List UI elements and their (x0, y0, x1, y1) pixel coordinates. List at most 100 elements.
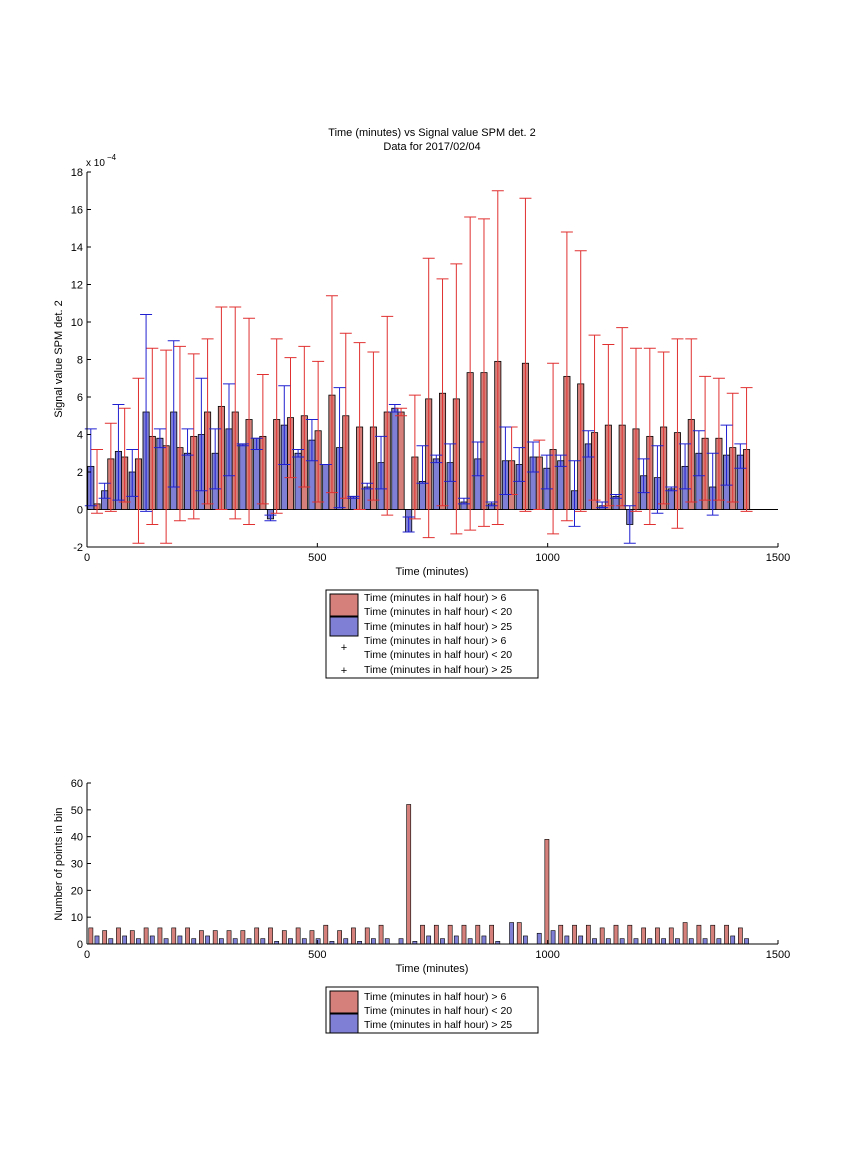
count-bar-blue (647, 938, 653, 945)
error-bar-blue (223, 383, 236, 477)
count-bar-blue (675, 938, 680, 945)
error-bar-red (395, 407, 408, 417)
bar-blue (391, 407, 399, 510)
bottom-chart-axes: 0 500 1000 1500 0 10 20 30 40 50 60 (71, 778, 790, 961)
count-bar-red (558, 924, 564, 945)
count-bar-red (143, 927, 149, 945)
bottom-legend-label-blue: Time (minutes in half hour) > 25 (364, 1019, 512, 1031)
y-tick-label: 50 (71, 805, 83, 817)
count-bar-blue (246, 938, 252, 945)
count-bar-red (116, 927, 121, 945)
legend-swatch-red (329, 593, 359, 617)
error-bar-red (477, 218, 490, 527)
count-bar-red (171, 927, 177, 945)
count-bar-blue (661, 938, 666, 945)
error-bar-red (436, 278, 449, 507)
count-bar-blue (163, 938, 169, 945)
error-bar-red (353, 342, 366, 510)
count-bar-blue (301, 938, 307, 945)
error-bar-red (740, 387, 753, 512)
count-bar-red (585, 924, 591, 945)
count-bar-blue (426, 935, 432, 945)
error-bar-blue (278, 385, 291, 465)
top-chart-plot (84, 190, 778, 544)
error-bar-blue (126, 449, 139, 497)
count-bar-blue (260, 938, 266, 945)
y-tick-label: 6 (77, 392, 83, 404)
x-tick-label: 500 (308, 552, 326, 564)
count-bar-blue (191, 938, 197, 945)
error-bar-blue (430, 454, 443, 464)
bar-blue (322, 464, 330, 510)
error-bar-blue (499, 426, 512, 495)
error-bar-red (91, 449, 104, 514)
error-bar-red (256, 374, 269, 505)
bottom-x-axis-label: Time (minutes) (396, 963, 469, 975)
error-bar-red (187, 353, 200, 520)
error-bar-blue (209, 428, 222, 490)
error-bar-blue (623, 505, 636, 544)
count-bar-blue (453, 935, 459, 945)
error-bar-red (519, 197, 532, 512)
legend-label-red-line1: Time (minutes in half hour) > 6 (364, 592, 506, 604)
bar-blue (418, 480, 426, 510)
error-bar-blue (457, 497, 470, 505)
error-bar-red (284, 357, 297, 479)
bar-blue (667, 488, 675, 510)
count-bar-red (199, 930, 204, 945)
error-bar-red (118, 407, 131, 503)
x-tick-label: 1000 (535, 552, 559, 564)
error-bar-blue (236, 443, 249, 447)
legend-label-red-err-line2: Time (minutes in half hour) < 20 (364, 649, 512, 661)
error-bar-blue (568, 460, 581, 527)
bottom-y-axis-label: Number of points in bin (53, 807, 65, 920)
error-bar-blue (527, 441, 540, 473)
error-bar-red (560, 231, 573, 522)
count-bar-blue (744, 938, 749, 945)
error-bar-blue (471, 441, 484, 477)
count-bar-red (226, 930, 232, 945)
chart-title: Time (minutes) vs Signal value SPM det. … (328, 127, 535, 139)
count-bar-red (212, 930, 218, 945)
error-bar-blue (195, 377, 208, 492)
error-bar-blue (140, 314, 153, 512)
error-bar-blue (153, 428, 166, 449)
error-bar-red (602, 344, 615, 507)
count-bar-blue (384, 938, 390, 945)
error-bar-blue (734, 443, 747, 469)
error-bar-blue (167, 340, 180, 488)
error-bar-blue (375, 435, 388, 490)
top-y-axis-label: Signal value SPM det. 2 (53, 300, 65, 417)
error-bar-blue (333, 387, 346, 509)
error-bar-blue (596, 501, 609, 509)
y-tick-label: 40 (71, 832, 83, 844)
count-bar-blue (578, 935, 584, 945)
y-tick-label: 8 (77, 355, 83, 367)
count-bar-red (447, 924, 453, 945)
count-bar-red (309, 930, 315, 945)
error-bar-red (629, 347, 642, 512)
count-bar-blue (122, 935, 127, 945)
error-bar-red (325, 295, 338, 494)
count-bar-red (724, 924, 729, 945)
count-bar-blue (619, 938, 625, 945)
error-bar-red (270, 338, 283, 514)
error-bar-blue (692, 430, 705, 477)
y-tick-label: -2 (73, 542, 83, 554)
count-bar-red (599, 927, 605, 945)
legend-marker-red: + (341, 642, 347, 654)
error-bar-blue (637, 458, 650, 494)
top-exponent-label: x 10 (86, 158, 105, 169)
count-bar-blue (232, 938, 238, 945)
legend-label-blue-err: Time (minutes in half hour) > 25 (364, 664, 512, 676)
legend-marker-blue: + (341, 665, 347, 677)
count-bar-red (337, 930, 342, 945)
error-bar-red (533, 439, 546, 510)
x-tick-label: 1000 (535, 949, 559, 961)
error-bar-red (160, 349, 173, 544)
error-bar-red (726, 392, 739, 503)
error-bar-red (422, 257, 435, 539)
y-tick-label: 2 (77, 467, 83, 479)
